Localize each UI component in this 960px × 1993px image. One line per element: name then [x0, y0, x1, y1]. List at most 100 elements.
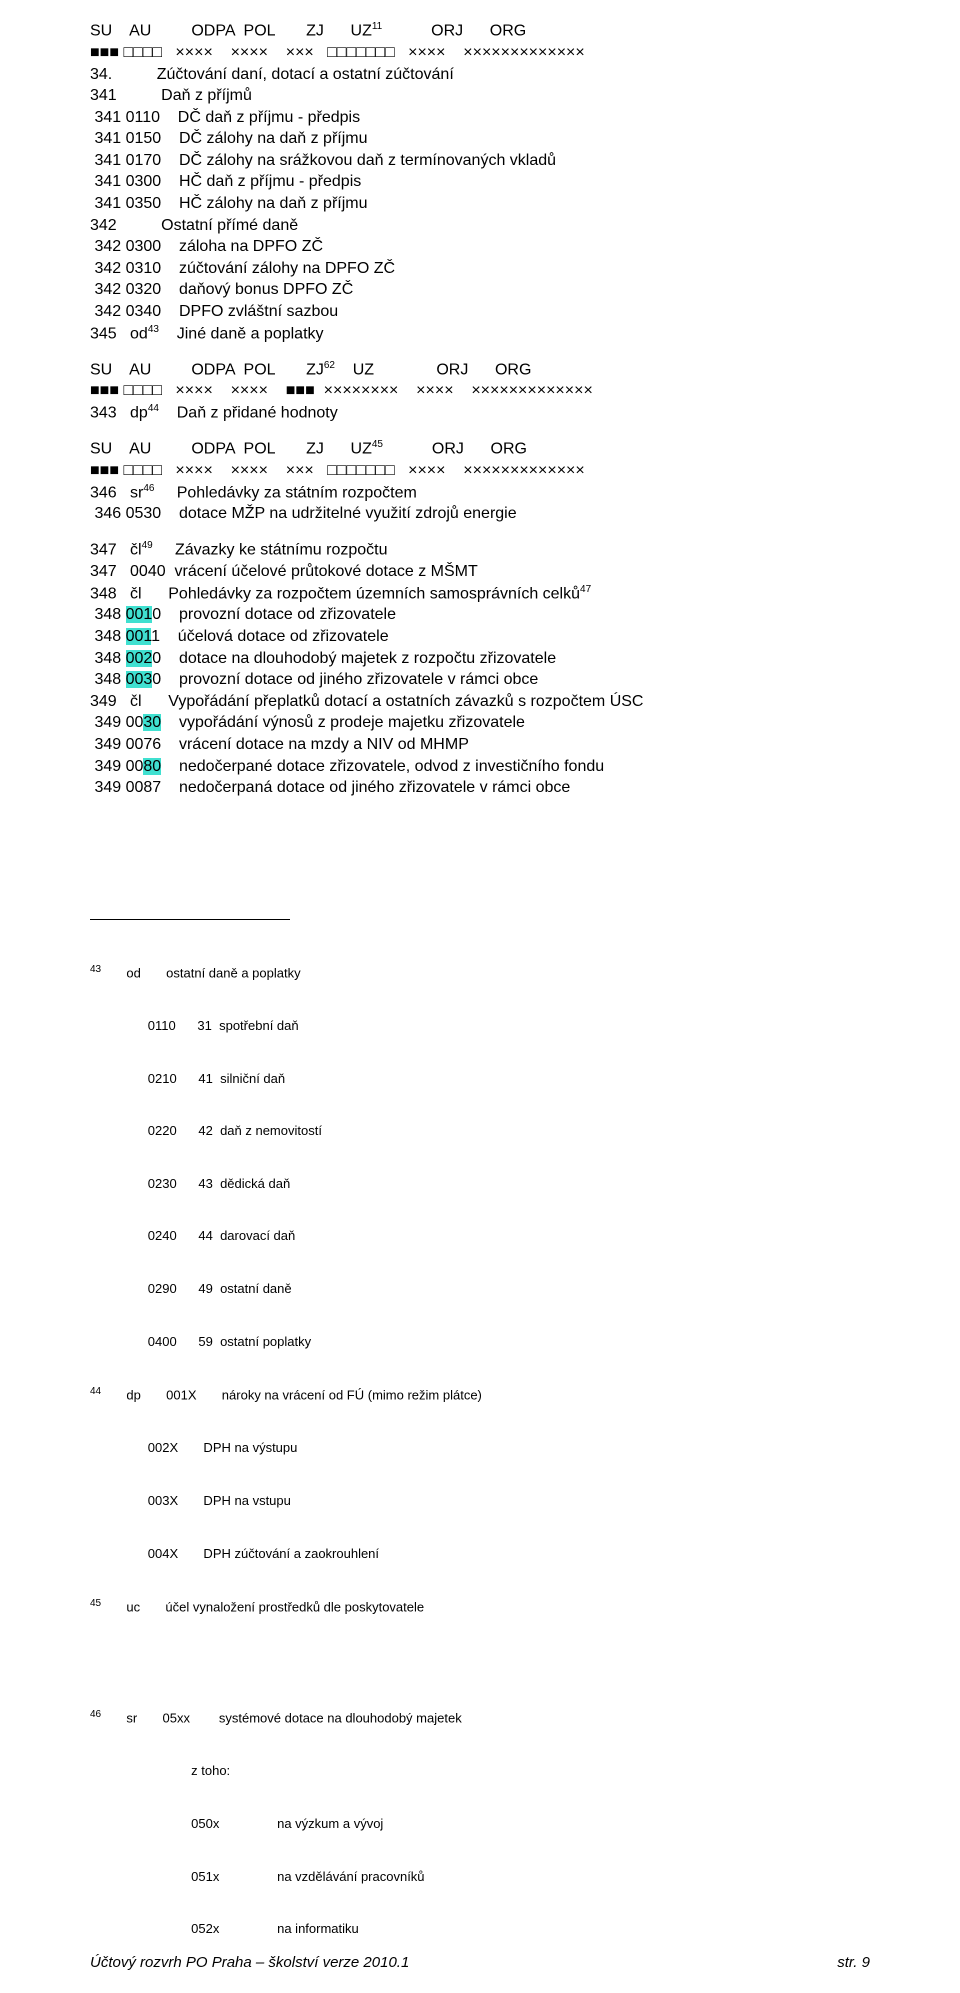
row-342-0340: 342 0340 DPFO zvláštní sazbou [90, 301, 870, 323]
row-345-sup: 43 [148, 324, 159, 335]
fn-43-7: 0290 49 ostatní daně [90, 1280, 870, 1298]
header1-pattern: ■■■ □□□□ ×××× ×××× ××× □□□□□□□ ×××× ××××… [90, 42, 870, 64]
footnote-separator [90, 919, 290, 920]
row-348-0010: 348 0010 provozní dotace od zřizovatele [90, 604, 870, 626]
row-341-0150: 341 0150 DČ zálohy na daň z příjmu [90, 128, 870, 150]
fn-46: 46 sr 05xx systémové dotace na dlouhodob… [90, 1708, 870, 1727]
row-342-0320: 342 0320 daňový bonus DPFO ZČ [90, 279, 870, 301]
column-header-2: SU AU ODPA POL ZJ62 UZ ORJ ORG [90, 359, 870, 381]
fn-43-2: 0110 31 spotřební daň [90, 1017, 870, 1035]
row-341: 341 Daň z příjmů [90, 85, 870, 107]
fn-44: 44 dp 001X nároky na vrácení od FÚ (mimo… [90, 1385, 870, 1404]
header1-sup: 11 [372, 21, 382, 32]
row-343-dp: 343 dp44 Daň z přidané hodnoty [90, 402, 870, 424]
row-342-0310: 342 0310 zúčtování zálohy na DPFO ZČ [90, 258, 870, 280]
fn-44-3: 003X DPH na vstupu [90, 1492, 870, 1510]
fn-43-4: 0220 42 daň z nemovitostí [90, 1122, 870, 1140]
fn-44-num: 44 [90, 1386, 101, 1397]
row-343-b: Daň z přidané hodnoty [159, 404, 338, 421]
r4h: 003 [126, 671, 153, 688]
row-342: 342 Ostatní přímé daně [90, 215, 870, 237]
row-341-0170: 341 0170 DČ zálohy na srážkovou daň z te… [90, 150, 870, 172]
fn-43: 43 od ostatní daně a poplatky [90, 963, 870, 982]
row-349-0076: 349 0076 vrácení dotace na mzdy a NIV od… [90, 734, 870, 756]
row-348-sup: 47 [580, 584, 591, 595]
row-343-a: 343 dp [90, 404, 148, 421]
fn-43-1: od ostatní daně a poplatky [101, 965, 300, 980]
row-348-0030: 348 0030 provozní dotace od jiného zřizo… [90, 669, 870, 691]
column-header-3: SU AU ODPA POL ZJ UZ45 ORJ ORG [90, 438, 870, 460]
r3h: 002 [126, 650, 153, 667]
row-347-cl: 347 čl49 Závazky ke státnímu rozpočtu [90, 539, 870, 561]
fn-43-5: 0230 43 dědická daň [90, 1175, 870, 1193]
r4b: 0 provozní dotace od jiného zřizovatele … [152, 671, 538, 688]
header3-sup: 45 [372, 439, 383, 450]
header2-labels2: UZ ORJ ORG [335, 361, 531, 378]
fn-46-4: 051x na vzdělávání pracovníků [90, 1868, 870, 1886]
header2-sup: 62 [324, 360, 335, 371]
r7b: nedočerpané dotace zřizovatele, odvod z … [161, 758, 604, 775]
row-349-0087: 349 0087 nedočerpaná dotace od jiného zř… [90, 777, 870, 799]
r2a: 348 [90, 628, 126, 645]
row-349-0080: 349 0080 nedočerpané dotace zřizovatele,… [90, 756, 870, 778]
footer-right: str. 9 [837, 1954, 870, 1971]
row-345-b: Jiné daně a poplatky [159, 325, 324, 342]
r4a: 348 [90, 671, 126, 688]
fn-45: 45 uc účel vynaložení prostředků dle pos… [90, 1597, 870, 1616]
header3-labels: SU AU ODPA POL ZJ UZ [90, 440, 372, 457]
row-346-sup: 46 [143, 483, 154, 494]
fn-43-3: 0210 41 silniční daň [90, 1070, 870, 1088]
fn-46-5: 052x na informatiku [90, 1920, 870, 1938]
r1h: 001 [126, 606, 153, 623]
column-header-1: SU AU ODPA POL ZJ UZ11 ORJ ORG [90, 20, 870, 42]
footer-left: Účtový rozvrh PO Praha – školství verze … [90, 1954, 409, 1971]
row-349-cl: 349 čl Vypořádání přeplatků dotací a ost… [90, 691, 870, 713]
header3-pattern: ■■■ □□□□ ×××× ×××× ××× □□□□□□□ ×××× ××××… [90, 460, 870, 482]
r2b: 1 účelová dotace od zřizovatele [151, 628, 388, 645]
fn-43-6: 0240 44 darovací daň [90, 1227, 870, 1245]
fn-44-4: 004X DPH zúčtování a zaokrouhlení [90, 1545, 870, 1563]
row-345-a: 345 od [90, 325, 148, 342]
fn-46-3: 050x na výzkum a vývoj [90, 1815, 870, 1833]
r3a: 348 [90, 650, 126, 667]
row-34: 34. Zúčtování daní, dotací a ostatní zúč… [90, 64, 870, 86]
row-342-0300: 342 0300 záloha na DPFO ZČ [90, 236, 870, 258]
fn-43-num: 43 [90, 964, 101, 975]
row-348-0011: 348 0011 účelová dotace od zřizovatele [90, 626, 870, 648]
row-346-sr: 346 sr46 Pohledávky za státním rozpočtem [90, 482, 870, 504]
row-345-od: 345 od43 Jiné daně a poplatky [90, 323, 870, 345]
page-footer: Účtový rozvrh PO Praha – školství verze … [90, 1954, 870, 1971]
fn-43-8: 0400 59 ostatní poplatky [90, 1333, 870, 1351]
document-page: SU AU ODPA POL ZJ UZ11 ORJ ORG ■■■ □□□□ … [0, 0, 960, 1993]
r5a: 349 00 [90, 714, 143, 731]
row-341-0300: 341 0300 HČ daň z příjmu - předpis [90, 171, 870, 193]
r1a: 348 [90, 606, 126, 623]
header2-pattern: ■■■ □□□□ ×××× ×××× ■■■ ×××××××× ×××× ×××… [90, 380, 870, 402]
header1-labels: SU AU ODPA POL ZJ UZ [90, 22, 372, 39]
r2h: 001 [126, 628, 152, 645]
row-348-a: 348 čl Pohledávky za rozpočtem územních … [90, 585, 580, 602]
fn-45-num: 45 [90, 1598, 101, 1609]
row-347-0040: 347 0040 vrácení účelové průtokové dotac… [90, 561, 870, 583]
row-347-a: 347 čl [90, 541, 142, 558]
row-346-a: 346 sr [90, 484, 143, 501]
fn-46-1: sr 05xx systémové dotace na dlouhodobý m… [101, 1711, 462, 1726]
row-347-sup: 49 [142, 540, 153, 551]
fn-46-2: z toho: [90, 1762, 870, 1780]
r5h: 30 [143, 714, 161, 731]
row-346-b: Pohledávky za státním rozpočtem [154, 484, 416, 501]
fn-44-1: dp 001X nároky na vrácení od FÚ (mimo re… [101, 1388, 482, 1403]
r1b: 0 provozní dotace od zřizovatele [152, 606, 396, 623]
footnotes: 43 od ostatní daně a poplatky 0110 31 sp… [90, 928, 870, 1973]
header1-labels2: ORJ ORG [382, 22, 526, 39]
r5b: vypořádání výnosů z prodeje majetku zřiz… [161, 714, 525, 731]
row-348-cl: 348 čl Pohledávky za rozpočtem územních … [90, 583, 870, 605]
row-349-0030: 349 0030 vypořádání výnosů z prodeje maj… [90, 712, 870, 734]
r7a: 349 00 [90, 758, 143, 775]
header3-labels2: ORJ ORG [383, 440, 527, 457]
row-347-b: Závazky ke státnímu rozpočtu [153, 541, 388, 558]
row-348-0020: 348 0020 dotace na dlouhodobý majetek z … [90, 648, 870, 670]
r7h: 80 [143, 758, 161, 775]
fn-46-num: 46 [90, 1709, 101, 1720]
header2-labels: SU AU ODPA POL ZJ [90, 361, 324, 378]
